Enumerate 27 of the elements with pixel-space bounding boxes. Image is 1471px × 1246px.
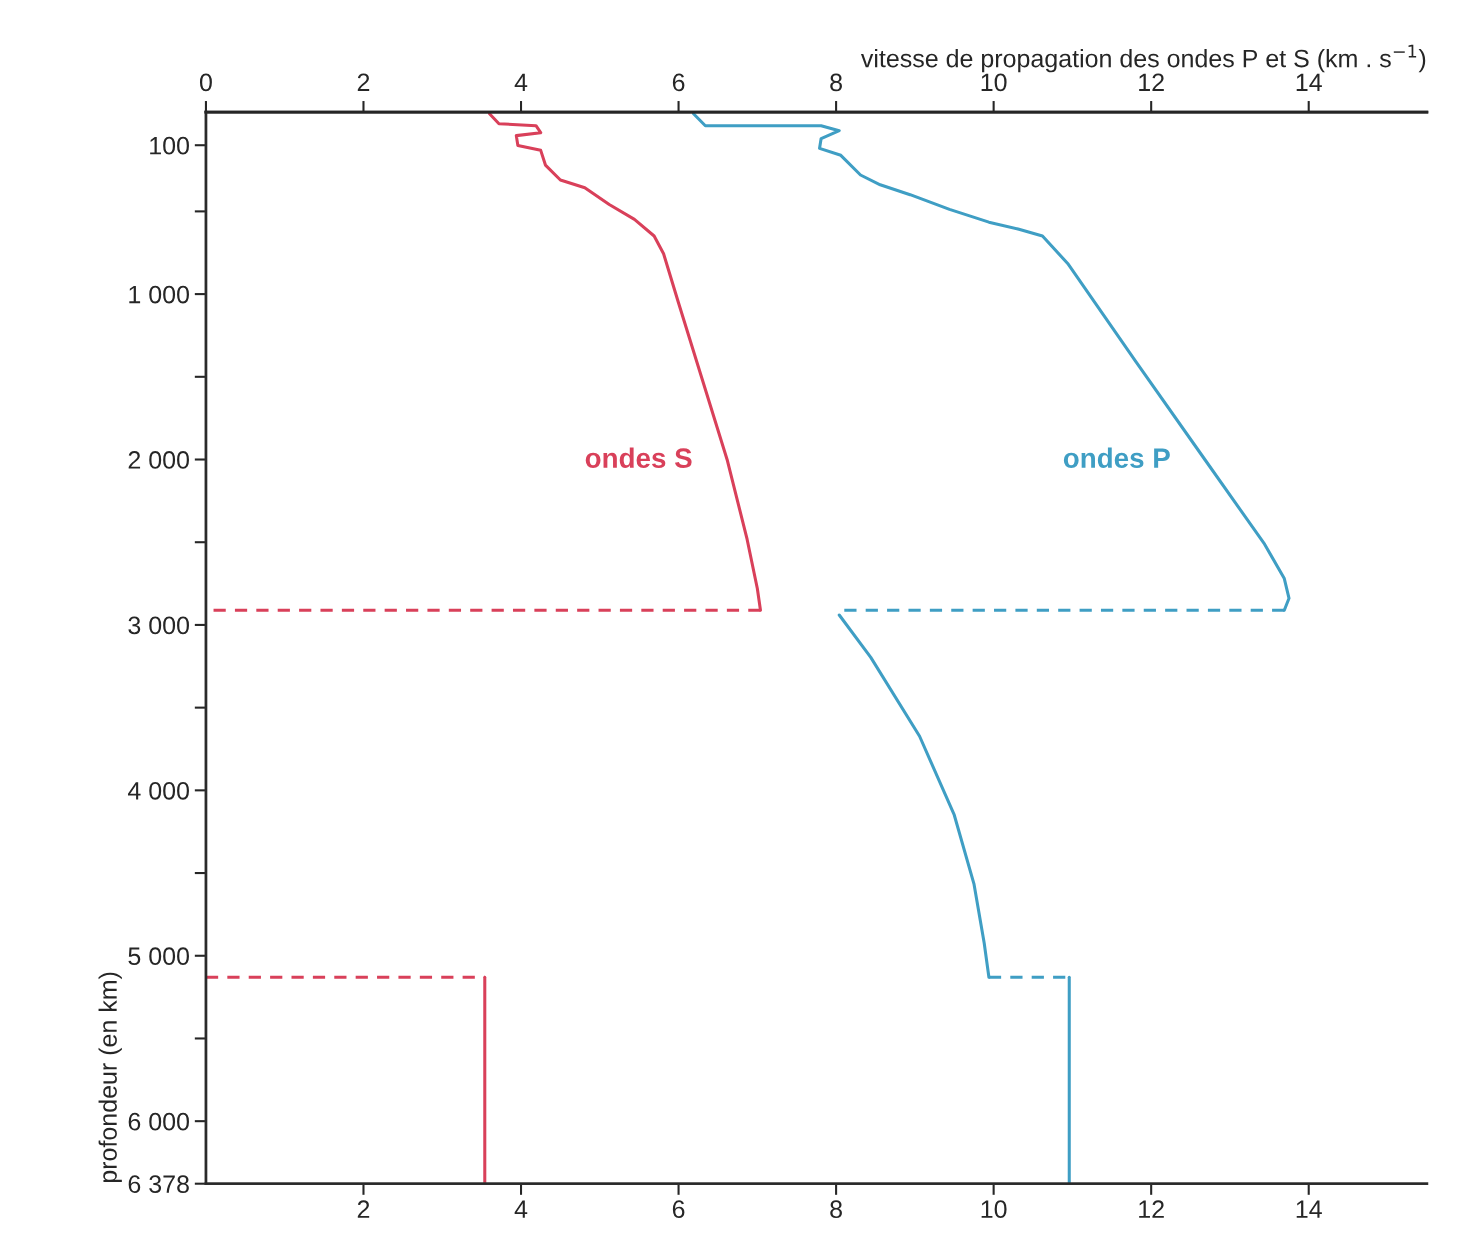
- x2-axis-title: vitesse de propagation des ondes P et S (km . s$^{−1}$): [860, 44, 1426, 73]
- x2-tick-label: 2: [357, 73, 370, 91]
- x2-tick-label: 8: [830, 73, 842, 92]
- series-label: ondes S: [585, 447, 692, 468]
- x-tick-label: 12: [1139, 1200, 1164, 1218]
- x2-tick-label: 14: [1296, 73, 1322, 91]
- x2-tick-label: 4: [514, 73, 528, 91]
- x-tick-label: 2: [357, 1200, 370, 1218]
- x-tick-label: 14: [1296, 1200, 1322, 1218]
- x2-tick-label: 10: [981, 73, 1007, 92]
- y-tick-label: 6 378: [128, 1175, 189, 1193]
- y-axis-title: profondeur (en km): [98, 972, 122, 1183]
- series-label: ondes P: [1063, 447, 1170, 468]
- y-tick-label: 2 000: [128, 451, 189, 469]
- y-tick-label: 100: [150, 136, 189, 155]
- x-tick-label: 6: [672, 1200, 685, 1219]
- y-tick-label: 5 000: [128, 947, 189, 966]
- y-tick-label: 4 000: [127, 781, 189, 800]
- y-tick-label: 1 000: [129, 285, 189, 304]
- x-tick-label: 4: [514, 1200, 528, 1218]
- x-tick-label: 8: [830, 1200, 842, 1219]
- y-tick-label: 6 000: [128, 1112, 189, 1131]
- x2-tick-label: 12: [1139, 73, 1164, 91]
- x2-tick-label: 0: [199, 73, 212, 92]
- x2-tick-label: 6: [672, 73, 685, 92]
- x-tick-label: 10: [981, 1200, 1007, 1219]
- y-tick-label: 3 000: [128, 616, 189, 635]
